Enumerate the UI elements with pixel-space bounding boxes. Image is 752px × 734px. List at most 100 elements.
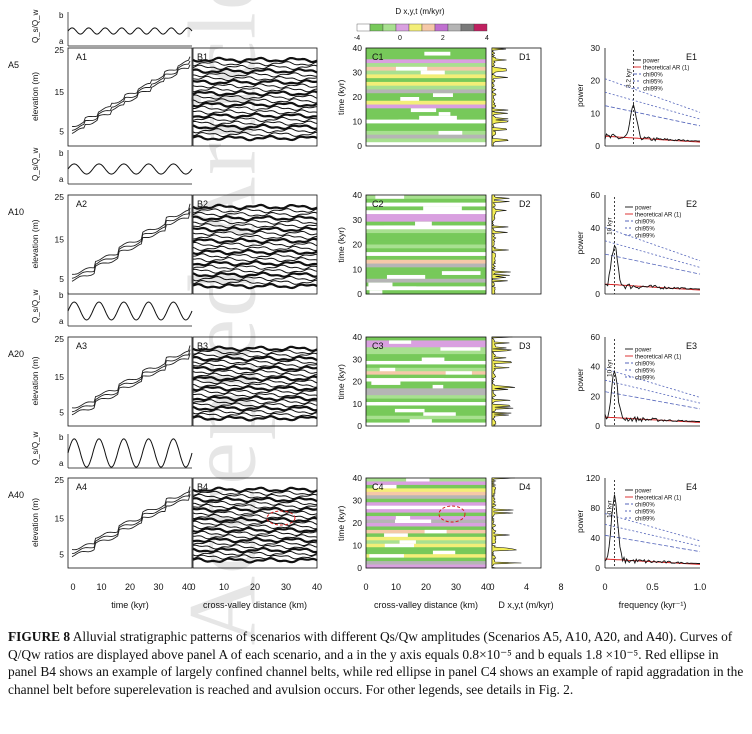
elevation-tick: 15: [55, 372, 65, 382]
colorbar-swatch: [408, 23, 423, 32]
raster-band: [366, 561, 486, 566]
stratigraphic-line: [192, 67, 318, 75]
stratigraphic-line: [192, 275, 318, 282]
stratigraphic-line: [192, 395, 318, 402]
panel-c-frame: [365, 47, 487, 147]
raster-band: [366, 244, 486, 249]
colorbar-swatch: [369, 23, 384, 32]
stratigraphic-line: [192, 123, 318, 131]
power-tick: 0: [595, 563, 600, 573]
panel-c-label: C3: [372, 341, 384, 351]
raster-band: [366, 374, 486, 379]
raster-band: [366, 130, 486, 136]
colorbar-swatch: [356, 23, 371, 32]
stratigraphic-line: [192, 86, 318, 93]
deposition-rate-curve: [491, 47, 509, 147]
raster-band: [366, 536, 486, 541]
raster-band: [366, 488, 486, 493]
time-tick: 20: [353, 518, 363, 528]
ratio-curve: [67, 27, 193, 35]
raster-gap: [409, 378, 444, 382]
panel-e-label: E2: [686, 199, 697, 209]
raster-band: [366, 263, 486, 268]
stratigraphic-line: [192, 101, 318, 108]
power-tick: 60: [591, 190, 601, 200]
stratigraphic-line: [192, 112, 318, 119]
raster-band: [366, 564, 486, 569]
stratigraphic-line: [192, 503, 318, 510]
panel-e-label: E1: [686, 52, 697, 62]
red-ellipse-b4: [266, 510, 296, 526]
raster-band: [366, 233, 486, 238]
legend-entry: theoretical AR (1): [635, 496, 681, 502]
raster-band: [366, 123, 486, 128]
elevation-curve: [71, 64, 191, 134]
raster-gap: [441, 271, 481, 276]
x-dist-tick: 0: [190, 582, 195, 592]
stratigraphic-line: [193, 530, 318, 537]
raster-band: [366, 360, 486, 365]
time-axis-label: time (kyr): [336, 505, 346, 541]
power-tick: 60: [591, 332, 601, 342]
stratigraphic-line: [192, 282, 318, 290]
stratigraphic-line: [192, 134, 318, 142]
power-tick: 0: [595, 141, 600, 151]
raster-band: [366, 210, 486, 215]
raster-band: [366, 405, 486, 410]
stratigraphic-line: [192, 98, 318, 104]
x-time-tick: 0: [70, 582, 75, 592]
stratigraphic-line: [192, 279, 318, 285]
stratigraphic-line: [192, 271, 318, 279]
power-tick: 80: [591, 503, 601, 513]
time-axis-label: time (kyr): [336, 227, 346, 263]
power-axis-label: power: [575, 368, 585, 391]
chi-curve: [604, 391, 701, 410]
legend-entry: chi99%: [635, 234, 655, 240]
panel-b-label: B4: [197, 482, 208, 492]
stratigraphic-line: [192, 268, 318, 274]
stratigraphic-line: [193, 105, 318, 111]
time-tick: 0: [357, 289, 362, 299]
raster-band: [366, 347, 486, 352]
panel-e-label: E4: [686, 482, 697, 492]
raster-band: [366, 217, 486, 223]
power-tick: 10: [591, 108, 601, 118]
elevation-curve: [72, 203, 191, 275]
ratio-tick-a: a: [59, 37, 64, 46]
raster-gap: [394, 408, 425, 413]
legend-entry: chi95%: [635, 369, 655, 375]
scenario-A5: A5 b a Q_s/Q_w A1 elevation (m) 5 15 25 B1 C1 time …: [8, 9, 701, 151]
raster-band: [366, 402, 486, 406]
raster-band: [366, 364, 486, 369]
elevation-curve: [71, 211, 191, 282]
power-tick: 20: [591, 391, 601, 401]
raster-band: [366, 78, 486, 83]
panel-a-label: A2: [76, 199, 87, 209]
ar1-curve: [604, 135, 701, 143]
ratio-tick-b: b: [59, 291, 64, 300]
raster-band: [366, 229, 486, 234]
raster-band: [366, 398, 486, 403]
red-ellipse-c4: [438, 505, 466, 523]
raster-band: [366, 408, 486, 413]
raster-gap: [406, 478, 430, 482]
elevation-tick: 5: [59, 126, 64, 136]
stratigraphic-line: [192, 237, 318, 245]
panel-a-frame: [67, 194, 193, 295]
raster-band: [366, 278, 486, 284]
peak-label: 10 kyr: [607, 216, 614, 235]
raster-band: [366, 533, 486, 538]
raster-gap: [375, 195, 405, 200]
raster-gap: [410, 108, 437, 113]
raster-band: [366, 509, 486, 514]
panel-a-label: A4: [76, 482, 87, 492]
deposition-rate-curve: [491, 194, 511, 295]
raster-gap: [384, 533, 408, 538]
ratio-axis-label: Q_s/Q_w: [31, 9, 40, 43]
legend-entry: chi95%: [635, 510, 655, 516]
x-d-label: D x,y,t (m/kyr): [498, 600, 553, 610]
raster-band: [366, 371, 486, 376]
raster-band: [366, 104, 486, 109]
stratigraphic-line: [192, 382, 318, 388]
elevation-tick: 25: [55, 192, 65, 202]
